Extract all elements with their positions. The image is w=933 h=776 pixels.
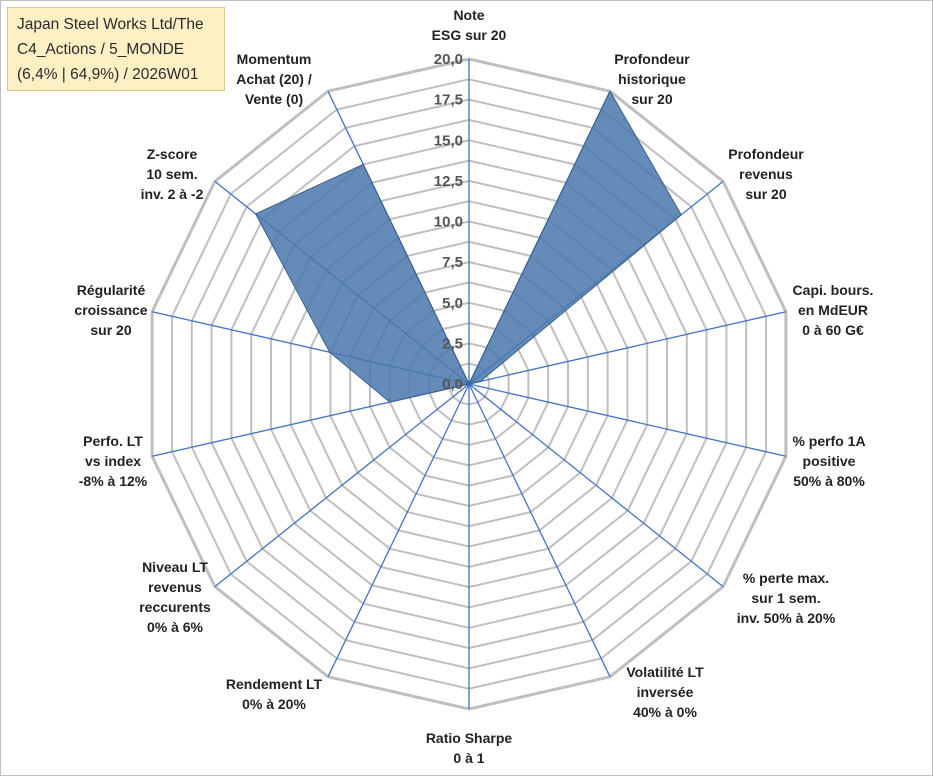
axis-label-1: Profondeur historique sur 20 (614, 51, 690, 107)
axis-label-2-line-1: revenus (739, 166, 793, 182)
tick-label-7: 17,5 (434, 92, 463, 109)
axis-label-5: % perte max. sur 1 sem. inv. 50% à 20% (737, 570, 836, 626)
axis-label-7-line-1: 0 à 1 (453, 750, 484, 766)
axis-label-11-line-1: croissance (74, 302, 147, 318)
series-area (254, 90, 682, 403)
axis-label-6-line-0: Volatilité LT (626, 664, 704, 680)
tick-label-3: 7,5 (442, 254, 463, 271)
axis-label-12-line-2: inv. 2 à -2 (141, 186, 204, 202)
spoke-9 (214, 383, 470, 588)
spoke-6 (468, 383, 611, 678)
axis-label-13: Momentum Achat (20) / Vente (0) (236, 51, 312, 107)
tick-label-6: 15,0 (434, 132, 463, 149)
axis-label-6-line-1: inversée (637, 684, 694, 700)
axis-label-12: Z-score 10 sem. inv. 2 à -2 (141, 146, 204, 202)
axis-label-3-line-0: Capi. bours. (793, 282, 874, 298)
axis-label-0-line-1: ESG sur 20 (432, 27, 507, 43)
axis-label-10-line-0: Perfo. LT (83, 433, 143, 449)
axis-label-11: Régularité croissance sur 20 (74, 282, 147, 338)
axis-label-5-line-1: sur 1 sem. (751, 590, 820, 606)
spoke-5 (468, 383, 724, 588)
axis-label-layer: Note ESG sur 20 Profondeur historique sur 20… (74, 7, 873, 766)
tick-layer: 0,0 2,5 5,0 7,5 10,0 12,5 15,0 17,5 20,0 (434, 51, 463, 393)
tick-label-8: 20,0 (434, 51, 463, 68)
axis-label-11-line-2: sur 20 (90, 322, 131, 338)
tick-label-0: 0,0 (442, 376, 463, 393)
chart-title-box: Japan Steel Works Ltd/The C4_Actions / 5… (7, 7, 225, 91)
axis-label-12-line-0: Z-score (147, 146, 198, 162)
series-layer (254, 90, 682, 403)
title-line-2: C4_Actions / 5_MONDE (17, 41, 185, 58)
axis-label-7-line-0: Ratio Sharpe (426, 730, 513, 746)
axis-label-10-line-1: vs index (85, 453, 141, 469)
axis-label-12-line-1: 10 sem. (146, 166, 197, 182)
tick-label-4: 10,0 (434, 214, 463, 231)
axis-label-5-line-2: inv. 50% à 20% (737, 610, 836, 626)
axis-label-6: Volatilité LT inversée 40% à 0% (626, 664, 704, 720)
title-line-3: (6,4% | 64,9%) / 2026W01 (17, 66, 199, 83)
axis-label-10-line-2: -8% à 12% (79, 473, 148, 489)
spoke-3 (468, 311, 787, 385)
axis-label-4-line-2: 50% à 80% (793, 473, 865, 489)
axis-label-3: Capi. bours. en MdEUR 0 à 60 G€ (793, 282, 874, 338)
tick-label-5: 12,5 (434, 173, 463, 190)
axis-label-4-line-0: % perfo 1A (792, 433, 865, 449)
axis-label-4-line-1: positive (803, 453, 856, 469)
axis-label-13-line-2: Vente (0) (245, 91, 303, 107)
axis-label-9-line-2: reccurents (139, 599, 211, 615)
title-line-1: Japan Steel Works Ltd/The (17, 16, 204, 33)
axis-label-9-line-0: Niveau LT (142, 559, 208, 575)
axis-label-3-line-2: 0 à 60 G€ (802, 322, 864, 338)
axis-label-13-line-1: Achat (20) / (236, 71, 312, 87)
axis-label-0: Note ESG sur 20 (432, 7, 507, 43)
axis-label-9-line-1: revenus (148, 579, 202, 595)
tick-label-2: 5,0 (442, 295, 463, 312)
axis-label-1-line-1: historique (618, 71, 686, 87)
axis-label-5-line-0: % perte max. (743, 570, 829, 586)
axis-label-6-line-2: 40% à 0% (633, 704, 697, 720)
axis-label-4: % perfo 1A positive 50% à 80% (792, 433, 865, 489)
axis-label-3-line-1: en MdEUR (798, 302, 868, 318)
axis-label-7: Ratio Sharpe 0 à 1 (426, 730, 513, 766)
axis-label-13-line-0: Momentum (237, 51, 312, 67)
axis-label-1-line-0: Profondeur (614, 51, 690, 67)
axis-label-1-line-2: sur 20 (631, 91, 672, 107)
axis-label-8: Rendement LT 0% à 20% (226, 676, 323, 712)
axis-label-11-line-0: Régularité (77, 282, 146, 298)
axis-label-10: Perfo. LT vs index -8% à 12% (79, 433, 148, 489)
axis-label-2-line-0: Profondeur (728, 146, 804, 162)
spoke-4 (468, 383, 787, 457)
axis-label-0-line-0: Note (453, 7, 484, 23)
axis-label-8-line-0: Rendement LT (226, 676, 323, 692)
axis-label-9-line-3: 0% à 6% (147, 619, 204, 635)
axis-label-2-line-2: sur 20 (745, 186, 786, 202)
axis-label-8-line-1: 0% à 20% (242, 696, 306, 712)
axis-label-2: Profondeur revenus sur 20 (728, 146, 804, 202)
axis-label-9: Niveau LT revenus reccurents 0% à 6% (139, 559, 211, 635)
spoke-8 (327, 383, 470, 678)
tick-label-1: 2,5 (442, 335, 463, 352)
